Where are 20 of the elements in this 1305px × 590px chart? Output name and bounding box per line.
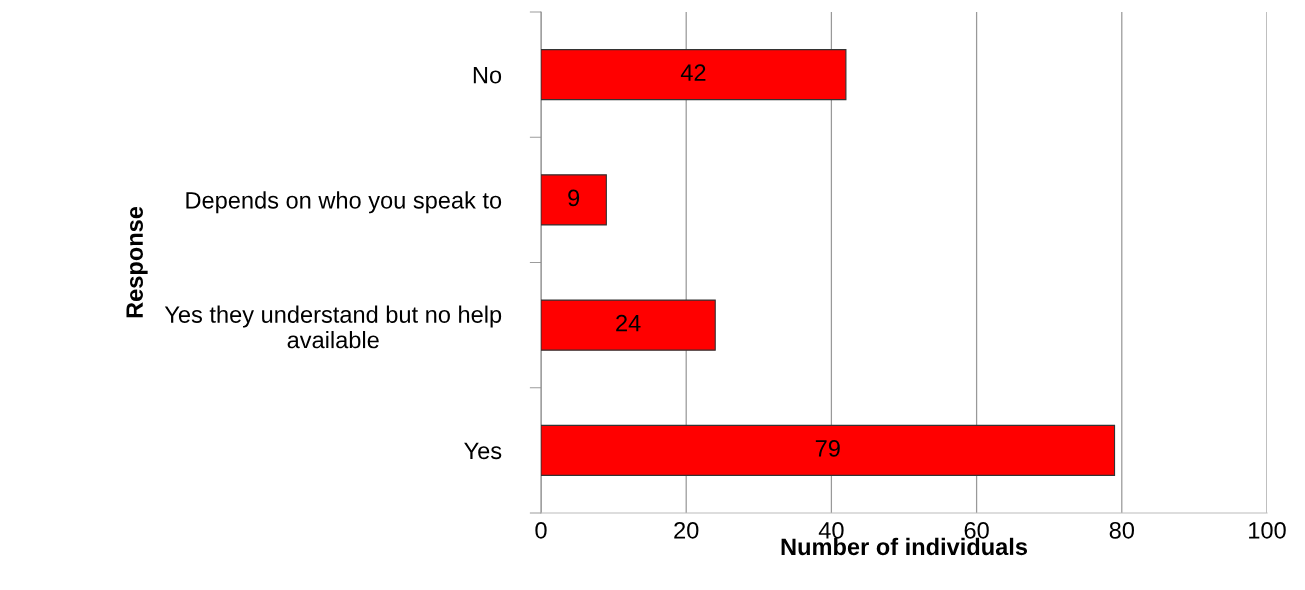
data-label: 24	[616, 314, 641, 332]
x-tick-label: 80	[1109, 521, 1135, 539]
y-tick-label: Depends on who you speak to	[186, 191, 502, 214]
y-tick-label: Yes they understand but no help available	[164, 305, 502, 349]
x-tick-label: 20	[674, 521, 699, 539]
x-tick-label: 40	[818, 521, 844, 539]
data-label: 79	[815, 439, 840, 457]
bar	[541, 424, 1116, 476]
bar	[541, 49, 847, 101]
x-tick-label: 100	[1249, 521, 1286, 539]
bar	[541, 299, 716, 351]
x-tick-label: 60	[964, 521, 989, 539]
y-axis-title: Response	[126, 206, 148, 318]
data-label: 42	[680, 64, 706, 81]
bar	[541, 174, 607, 226]
x-axis-title: Number of individuals	[781, 537, 1028, 556]
data-label: 9	[568, 189, 580, 207]
x-tick-label: 0	[535, 521, 547, 539]
y-tick-label: Yes	[464, 442, 502, 460]
y-tick-label: No	[473, 66, 502, 84]
